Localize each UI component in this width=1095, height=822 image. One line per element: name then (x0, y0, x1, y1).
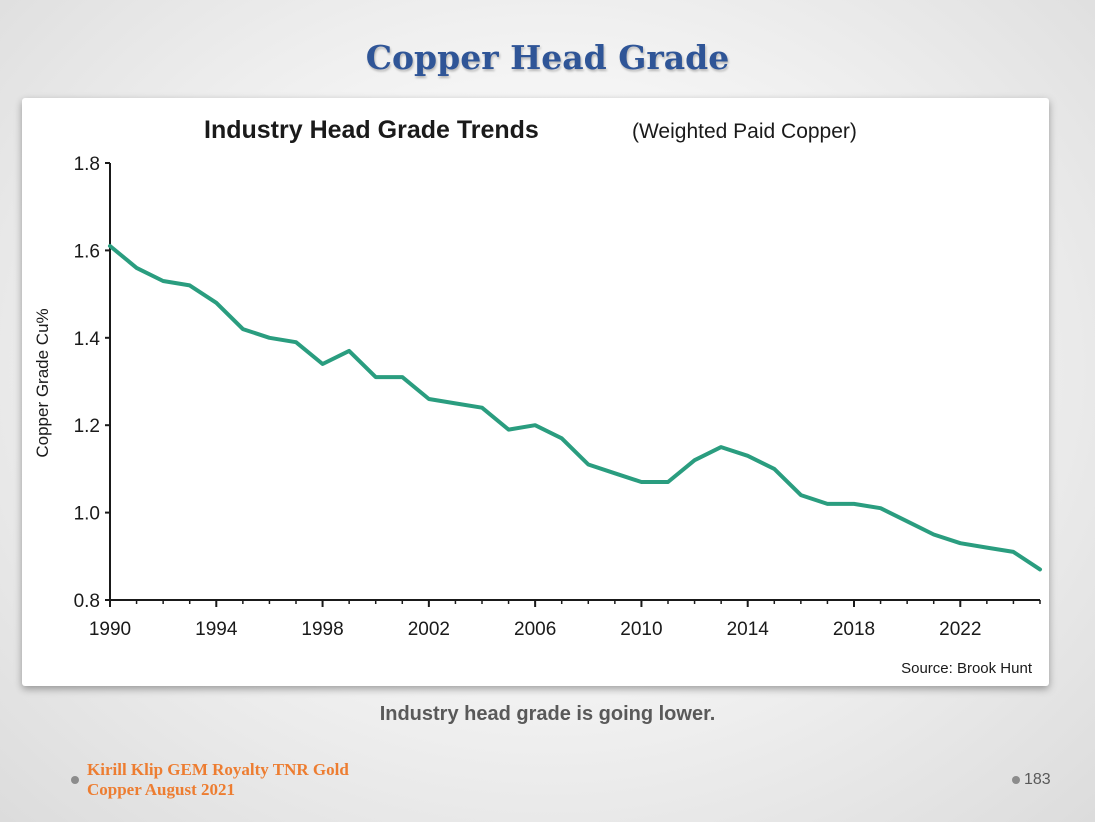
footer-credit-line1: Kirill Klip GEM Royalty TNR Gold (87, 760, 349, 779)
x-tick-label: 2010 (620, 619, 662, 640)
footer-credit-line2: Copper August 2021 (87, 780, 235, 799)
x-tick-label: 2014 (727, 619, 770, 640)
x-tick-label: 1994 (195, 619, 238, 640)
y-tick-label: 0.8 (74, 591, 100, 612)
page-number: 183 (1024, 771, 1051, 788)
chart-source: Source: Brook Hunt (901, 660, 1033, 677)
footer-credit: Kirill Klip GEM Royalty TNR Gold Copper … (87, 760, 349, 800)
y-tick-label: 1.4 (74, 329, 101, 350)
series-line-copper-grade (108, 244, 1042, 572)
slide-caption: Industry head grade is going lower. (379, 703, 716, 725)
y-tick-label: 1.6 (74, 241, 100, 262)
x-tick-label: 2002 (408, 619, 450, 640)
x-tick-label: 1990 (89, 619, 131, 640)
chart-card: Industry Head Grade Trends (Weighted Pai… (22, 98, 1049, 686)
chart-subtitle: (Weighted Paid Copper) (632, 120, 857, 143)
x-tick-label: 2018 (833, 619, 875, 640)
y-tick-label: 1.2 (74, 416, 100, 437)
page-number-bullet (1012, 776, 1020, 784)
chart-title: Industry Head Grade Trends (204, 116, 539, 144)
x-tick-label: 2022 (939, 619, 981, 640)
x-tick-label: 2006 (514, 619, 556, 640)
y-tick-label: 1.8 (74, 154, 100, 175)
y-axis-label: Copper Grade Cu% (33, 308, 52, 457)
y-tick-label: 1.0 (74, 504, 100, 525)
footer-bullet (71, 776, 79, 784)
x-tick-label: 1998 (301, 619, 343, 640)
slide-title: Copper Head Grade (365, 38, 730, 77)
head-grade-line-chart: Industry Head Grade Trends (Weighted Pai… (33, 116, 1042, 677)
